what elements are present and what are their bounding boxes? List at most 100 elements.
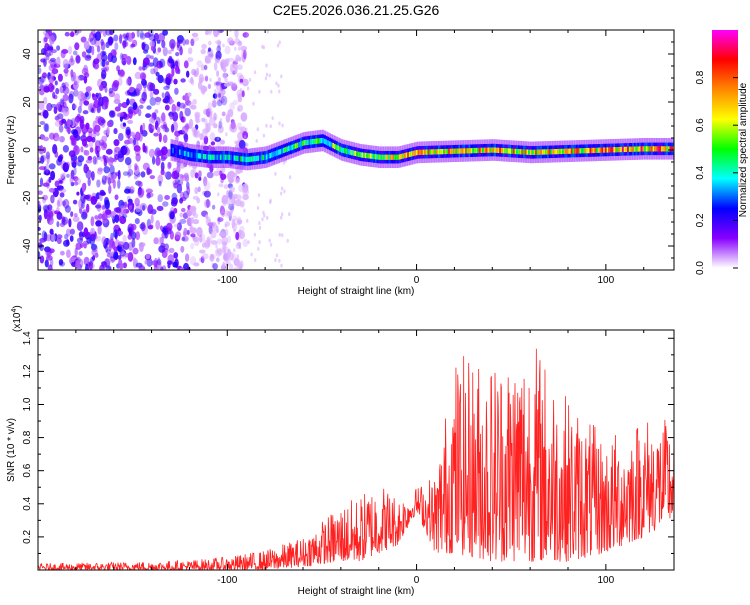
- x-tick-label: -100: [217, 575, 237, 586]
- noise-speckle: [193, 213, 199, 219]
- noise-speckle: [217, 30, 224, 34]
- noise-speckle: [221, 236, 228, 246]
- ridge-core: [611, 147, 614, 153]
- noise-speckle: [42, 109, 49, 119]
- ridge-core: [531, 149, 534, 155]
- noise-speckle: [158, 132, 162, 143]
- ridge-core: [553, 149, 556, 155]
- ridge-core: [397, 154, 400, 160]
- noise-speckle: [48, 75, 55, 84]
- ridge-core: [497, 147, 500, 153]
- ridge-core: [381, 154, 384, 160]
- noise-speckle: [54, 180, 60, 188]
- noise-speckle: [183, 133, 189, 143]
- noise-speckle: [238, 56, 242, 62]
- noise-speckle: [110, 251, 114, 258]
- noise-speckle: [204, 118, 208, 126]
- noise-speckle: [81, 201, 85, 209]
- noise-speckle: [60, 173, 65, 179]
- noise-speckle: [216, 229, 219, 233]
- y-tick-label: 1.4: [22, 331, 33, 345]
- noise-speckle: [158, 180, 162, 187]
- noise-speckle: [207, 102, 212, 110]
- ridge-core: [548, 149, 551, 155]
- noise-speckle: [270, 89, 273, 94]
- noise-speckle: [113, 128, 118, 135]
- noise-speckle: [206, 198, 210, 208]
- noise-speckle: [191, 32, 199, 38]
- noise-speckle: [187, 57, 194, 62]
- noise-speckle: [224, 45, 231, 55]
- snr-panel: -100 0 100 0.2 0.4 0.6 0.8 1.0 1.2 1.4 Height of …: [6, 305, 675, 597]
- noise-speckle: [154, 96, 162, 103]
- noise-speckle: [81, 138, 88, 147]
- noise-speckle: [216, 249, 220, 254]
- noise-speckle: [268, 73, 271, 78]
- ridge-core: [303, 140, 306, 146]
- ridge-core: [606, 147, 609, 153]
- ridge-core: [392, 154, 395, 160]
- noise-speckle: [119, 205, 127, 215]
- ridge-core: [509, 148, 512, 154]
- ridge-core: [351, 150, 354, 156]
- noise-speckle: [70, 211, 74, 218]
- ridge-core: [289, 145, 292, 151]
- noise-speckle: [148, 148, 156, 158]
- noise-speckle: [164, 127, 170, 133]
- noise-speckle: [83, 227, 89, 237]
- noise-speckle: [161, 112, 166, 122]
- ridge-core: [248, 156, 252, 162]
- noise-speckle: [231, 218, 236, 229]
- noise-speckle: [91, 45, 95, 56]
- noise-speckle: [66, 249, 71, 258]
- ridge-core: [596, 147, 599, 153]
- noise-speckle: [62, 200, 66, 207]
- noise-speckle: [128, 205, 133, 210]
- noise-speckle: [223, 249, 226, 254]
- noise-speckle: [68, 218, 72, 228]
- ridge-core: [354, 150, 357, 157]
- ridge-core: [485, 147, 488, 153]
- noise-speckle: [63, 68, 69, 74]
- noise-speckle: [101, 236, 107, 245]
- noise-speckle: [140, 171, 146, 178]
- ridge-core: [410, 151, 413, 157]
- noise-speckle: [250, 252, 253, 257]
- ridge-core: [400, 153, 403, 160]
- colorbar-ticks: 0.0 0.2 0.4 0.6 0.8: [695, 70, 738, 275]
- noise-speckle: [106, 120, 112, 128]
- noise-speckle: [168, 247, 175, 254]
- noise-speckle: [222, 72, 228, 79]
- ridge-core: [501, 147, 504, 154]
- noise-speckle: [215, 40, 222, 45]
- noise-speckle: [67, 126, 71, 135]
- noise-speckle: [215, 247, 222, 257]
- noise-speckle: [73, 176, 79, 182]
- noise-speckle: [136, 83, 143, 92]
- ridge-core: [610, 147, 613, 153]
- noise-speckle: [113, 207, 121, 212]
- ridge-core: [325, 139, 328, 145]
- noise-speckle: [217, 30, 220, 35]
- noise-speckle: [42, 72, 47, 79]
- noise-speckle: [141, 130, 148, 137]
- ridge-core: [664, 146, 667, 152]
- noise-speckle: [147, 225, 153, 230]
- noise-speckle: [94, 124, 101, 133]
- noise-speckle: [153, 237, 159, 245]
- noise-speckle: [240, 45, 248, 52]
- noise-speckle: [105, 41, 110, 49]
- noise-speckle: [84, 90, 91, 100]
- noise-speckle: [95, 131, 100, 137]
- noise-speckle: [234, 199, 242, 207]
- ridge-core: [293, 143, 296, 150]
- noise-speckle: [114, 214, 120, 223]
- noise-speckle: [167, 49, 172, 55]
- noise-speckle: [160, 161, 165, 172]
- noise-speckle: [70, 181, 75, 187]
- noise-speckle: [239, 230, 245, 240]
- noise-speckle: [228, 203, 235, 211]
- noise-speckle: [243, 208, 246, 213]
- noise-speckle: [139, 72, 147, 81]
- noise-speckle: [61, 216, 69, 225]
